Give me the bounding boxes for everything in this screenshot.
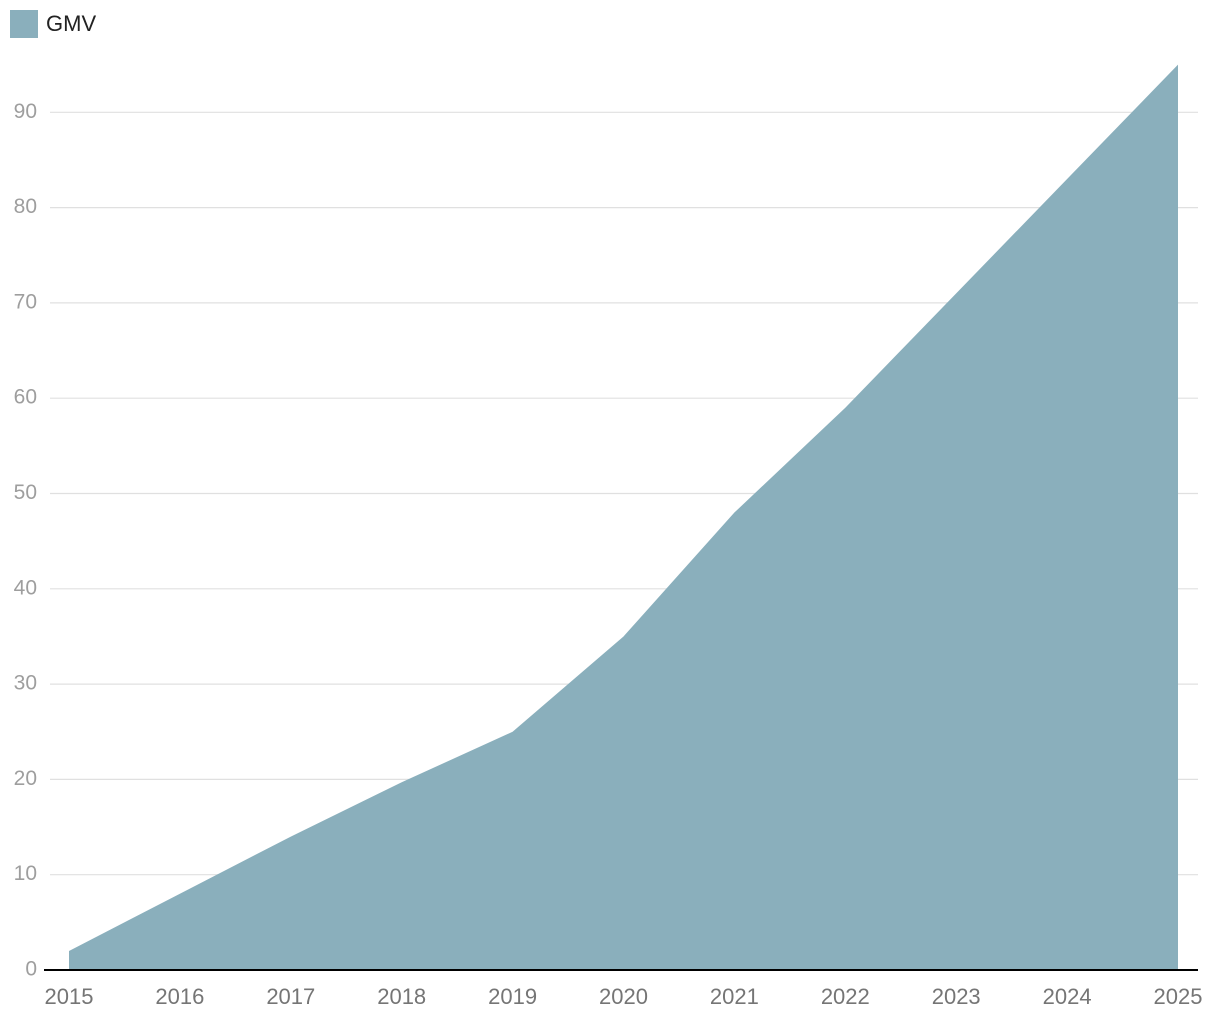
area-series-gmv xyxy=(69,64,1178,970)
y-tick-label-60: 60 xyxy=(14,386,37,409)
y-tick-label-0: 0 xyxy=(25,958,37,981)
x-tick-label-2024: 2024 xyxy=(1043,984,1092,1009)
y-tick-label-20: 20 xyxy=(14,767,37,790)
y-tick-label-70: 70 xyxy=(14,290,37,313)
x-tick-label-2025: 2025 xyxy=(1154,984,1203,1009)
x-tick-label-2015: 2015 xyxy=(45,984,94,1009)
x-tick-label-2019: 2019 xyxy=(488,984,537,1009)
y-tick-label-40: 40 xyxy=(14,576,37,599)
legend-label-gmv: GMV xyxy=(46,11,97,36)
x-tick-label-2023: 2023 xyxy=(932,984,981,1009)
y-tick-label-30: 30 xyxy=(14,672,37,695)
y-tick-label-80: 80 xyxy=(14,195,37,218)
x-tick-label-2020: 2020 xyxy=(599,984,648,1009)
x-tick-label-2021: 2021 xyxy=(710,984,759,1009)
y-tick-label-10: 10 xyxy=(14,862,37,885)
x-tick-label-2016: 2016 xyxy=(155,984,204,1009)
x-tick-label-2017: 2017 xyxy=(266,984,315,1009)
x-tick-label-2022: 2022 xyxy=(821,984,870,1009)
legend: GMV xyxy=(10,10,96,38)
y-tick-label-50: 50 xyxy=(14,481,37,504)
y-tick-label-90: 90 xyxy=(14,100,37,123)
legend-swatch-gmv xyxy=(10,10,38,38)
x-tick-label-2018: 2018 xyxy=(377,984,426,1009)
